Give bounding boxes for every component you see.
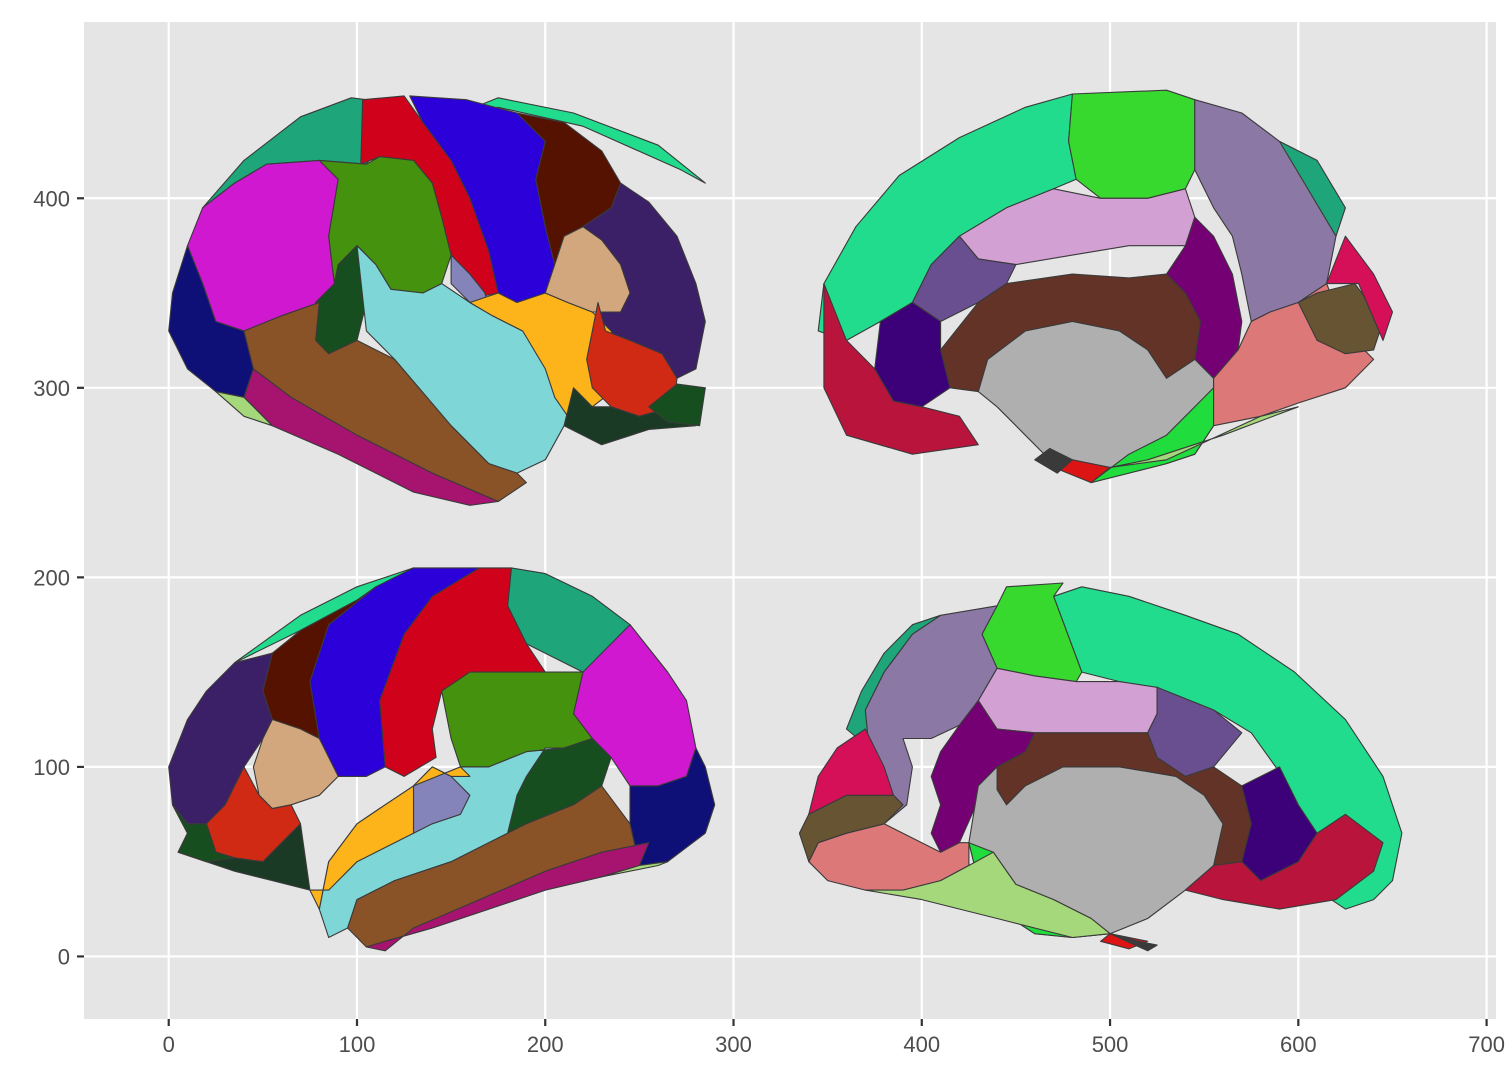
region-temporalpole-medial xyxy=(1034,447,1073,474)
brain-regions xyxy=(168,89,1403,952)
region-fusiform xyxy=(601,861,669,878)
y-tick-label-400: 400 xyxy=(33,186,70,211)
view-lateral-upper xyxy=(168,95,706,506)
view-medial-upper xyxy=(817,89,1394,484)
region-caudalanteriorcingulate xyxy=(911,235,1017,323)
region-medialorbitofrontal xyxy=(1184,813,1384,910)
region-bankssts xyxy=(544,226,631,313)
x-tick-label-0: 0 xyxy=(163,1032,175,1057)
region-lateraloccipital-pink xyxy=(1326,235,1394,341)
region-lateraloccipital-pink xyxy=(808,728,895,815)
y-tick-label-200: 200 xyxy=(33,565,70,590)
region-inferiortemporal xyxy=(648,383,706,427)
x-tick-label-200: 200 xyxy=(527,1032,564,1057)
x-tick-label-500: 500 xyxy=(1092,1032,1129,1057)
y-tick-label-100: 100 xyxy=(33,755,70,780)
region-fusiform-medial xyxy=(864,851,1111,939)
region-paracentral xyxy=(1068,89,1196,199)
region-inferiortemporal xyxy=(171,804,236,863)
axes: 0 100 200 300 400 500 600 700 0 100 200 300 400 xyxy=(33,186,1505,1057)
x-tick-label-300: 300 xyxy=(715,1032,752,1057)
region-pericalcarine xyxy=(1297,283,1384,355)
region-fusiform xyxy=(215,391,273,427)
x-tick-label-700: 700 xyxy=(1468,1032,1505,1057)
region-medialorbitofrontal xyxy=(823,283,979,455)
region-temporalpole-medial xyxy=(1109,933,1158,952)
x-tick-label-100: 100 xyxy=(339,1032,376,1057)
region-supratemporal xyxy=(309,766,471,910)
region-pericalcarine xyxy=(798,794,904,863)
y-tick-label-0: 0 xyxy=(58,944,70,969)
region-cuneus xyxy=(1278,140,1346,237)
x-tick-label-400: 400 xyxy=(903,1032,940,1057)
y-tick-label-300: 300 xyxy=(33,376,70,401)
view-lateral-lower xyxy=(168,567,716,952)
view-medial-lower xyxy=(798,582,1403,952)
x-tick-label-600: 600 xyxy=(1280,1032,1317,1057)
region-temporalpole xyxy=(365,842,650,952)
region-fusiform-medial xyxy=(1109,406,1299,468)
